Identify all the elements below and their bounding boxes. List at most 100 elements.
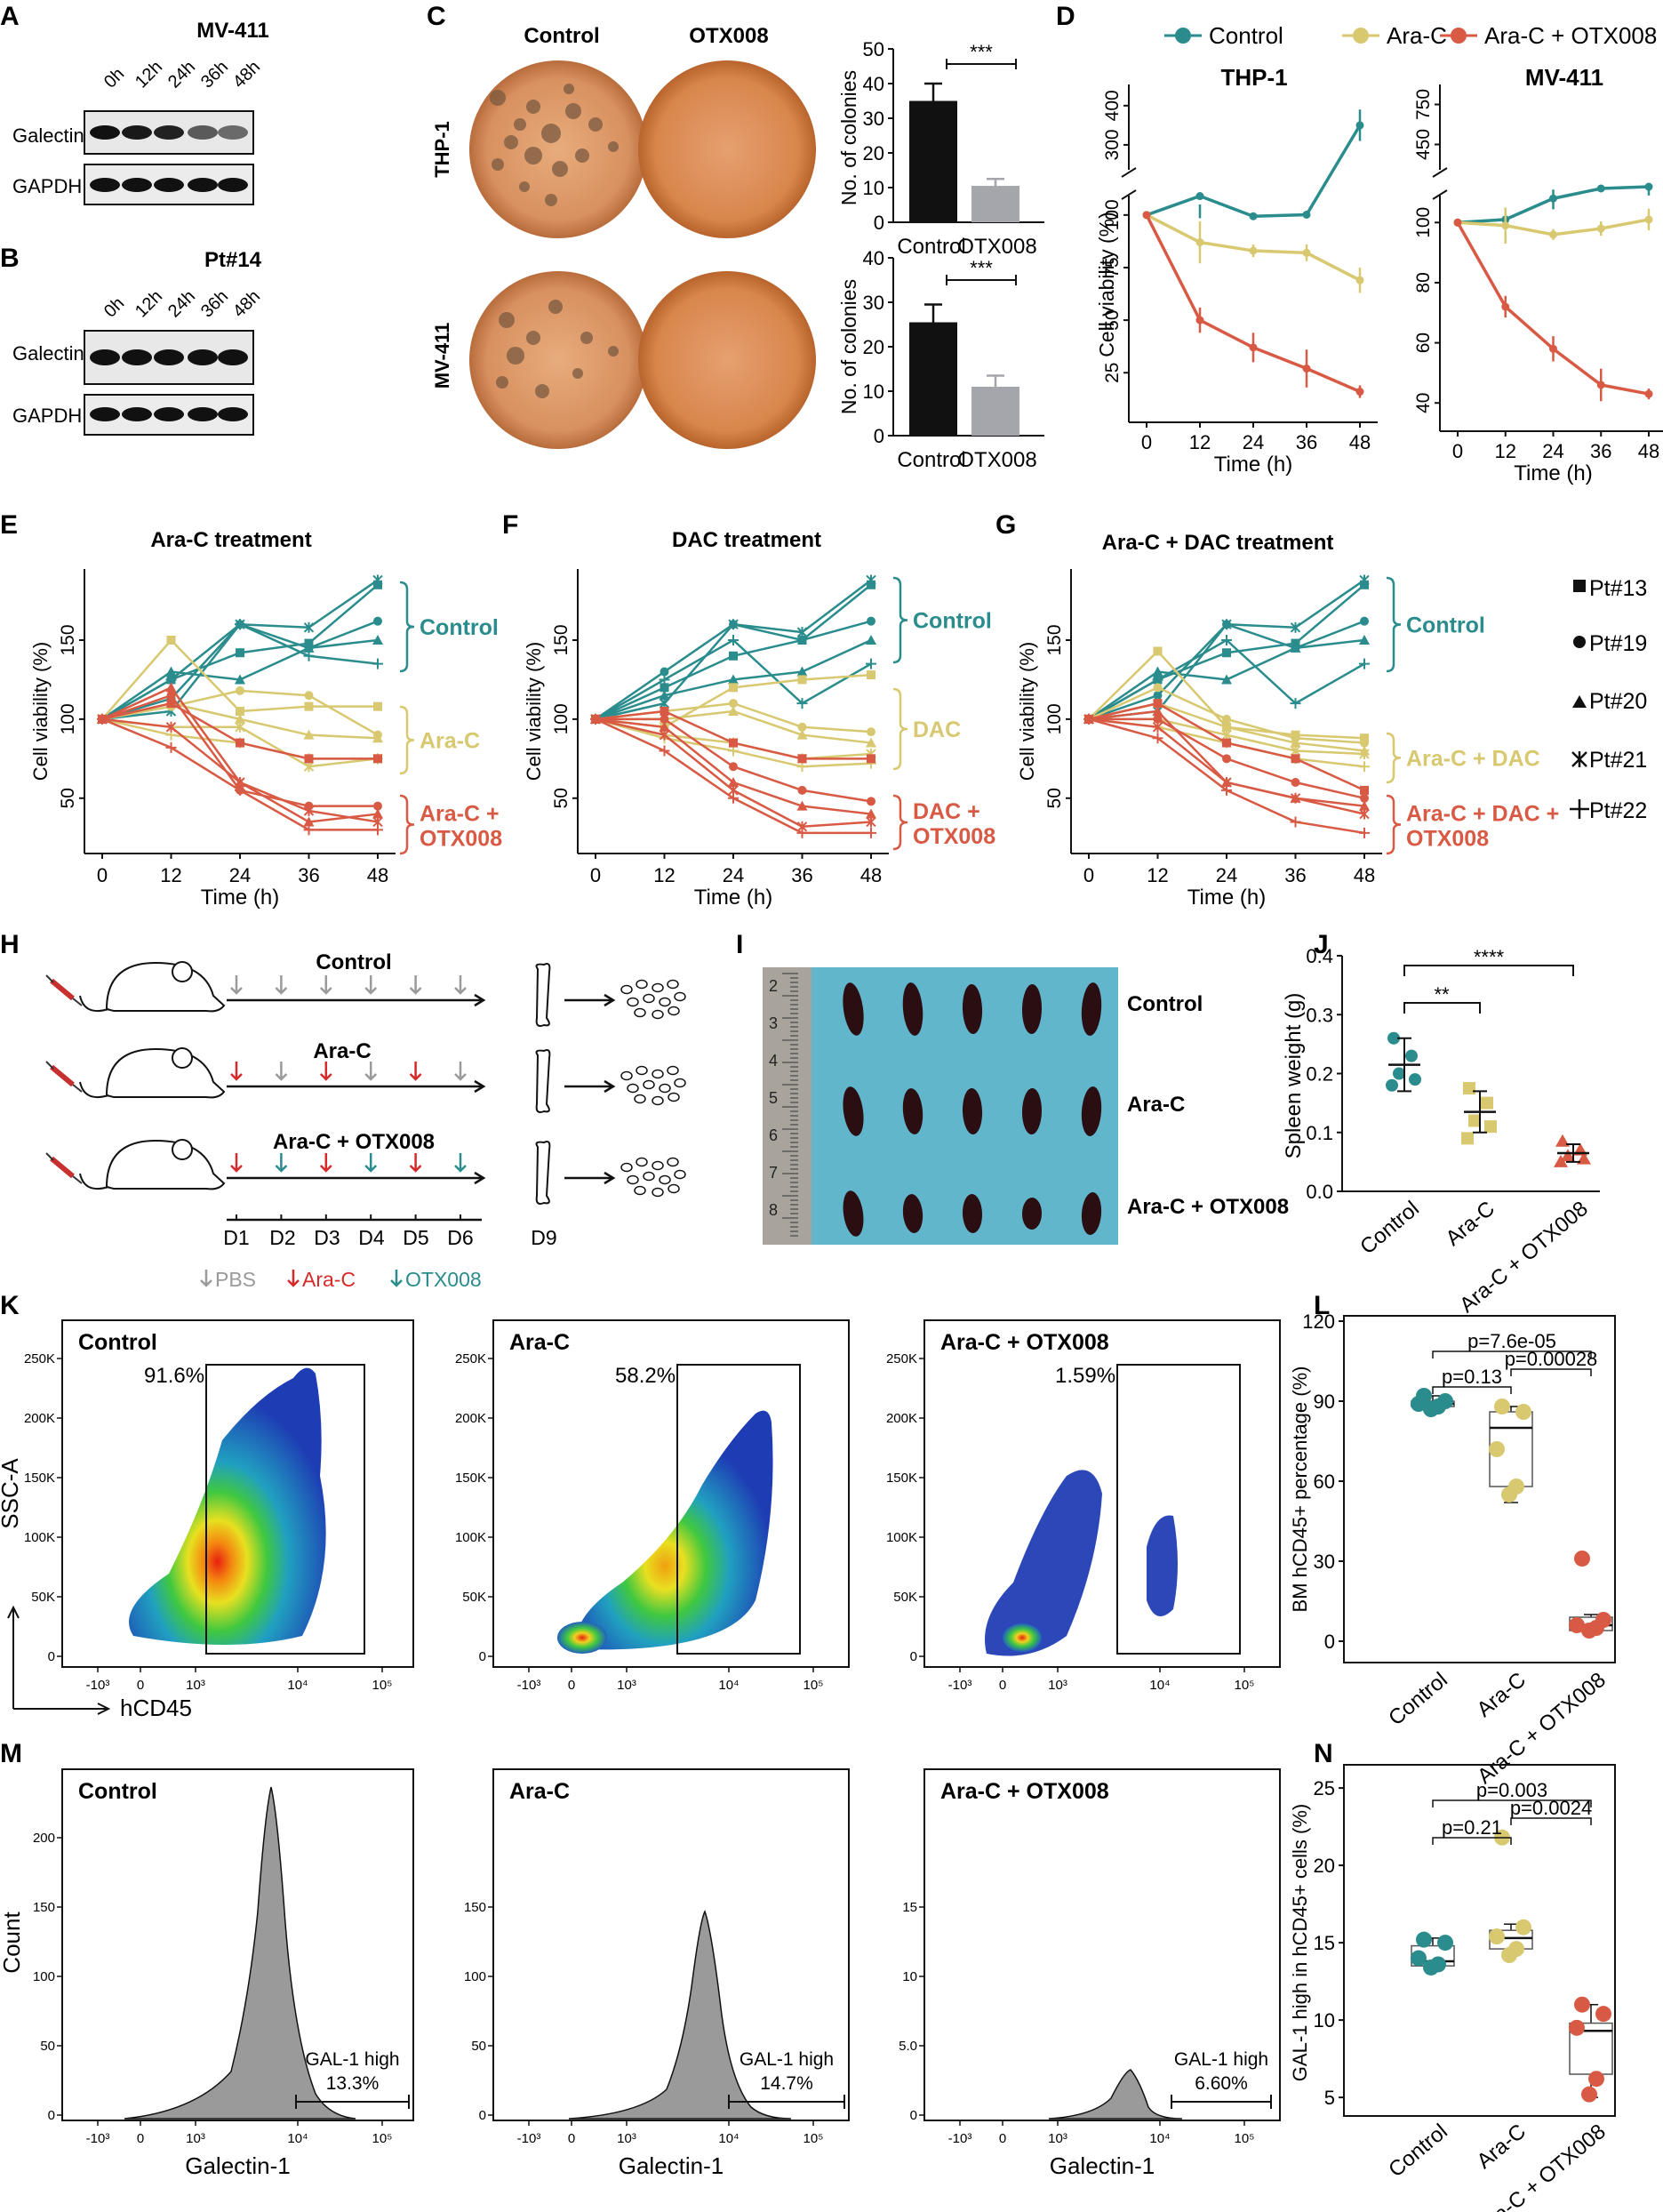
y-axis-label: GAL-1 high in hCD45+ cells (%): [1289, 1804, 1311, 2081]
y-tick-label: 30: [1314, 1551, 1335, 1573]
panel-c: C Control OTX008 THP-1 MV-411 0 10 20 30 40 5…: [427, 2, 1044, 472]
box-chart-l: 0 30 60 90 120 p=7.6e-05 p=0.13p=0.00028 Contro…: [1289, 1310, 1616, 1789]
histograms-m: Control-10³ 0 10³ 10⁴ 10⁵050100150200Galecti…: [0, 1768, 1281, 2179]
pval-label: p=0.0024: [1510, 1797, 1592, 1819]
colony: [541, 124, 561, 143]
y-tick-label: 300: [1102, 129, 1123, 160]
dish-thp1-otx008: [638, 60, 816, 238]
y-tick-label: 15: [1314, 1932, 1335, 1954]
marker-circle: [1222, 754, 1231, 764]
legend-arac: Ara-C: [1387, 22, 1447, 49]
data-point-combo: [1501, 302, 1510, 311]
marker-square: [166, 699, 176, 709]
x-tick-label: 10⁵: [1235, 1678, 1255, 1693]
data-point-control: [1195, 192, 1204, 201]
y-tick-label: 40: [863, 73, 884, 95]
marker-triangle: [866, 808, 876, 819]
y-tick-label: 100: [58, 703, 78, 734]
day-label: D3: [314, 1226, 340, 1249]
marker-triangle: [1221, 674, 1232, 685]
pval-label: p=0.21: [1442, 1816, 1502, 1839]
marker-plus: [1290, 816, 1301, 828]
panel-m: M Control-10³ 0 10³ 10⁴ 10⁵050100150200Galec…: [0, 1739, 1281, 2179]
spleen-photo: [763, 967, 1118, 1245]
y-tick-label: 100: [1413, 207, 1434, 238]
panel-a-title: MV-411: [196, 19, 268, 43]
cell-icon: [674, 1078, 686, 1088]
marker-circle: [1222, 714, 1231, 724]
data-point-arac: [1355, 276, 1364, 285]
y-tick-label: 400: [1102, 90, 1123, 121]
marker-triangle: [728, 706, 739, 716]
blot-band: [90, 178, 120, 192]
legend-combo: Ara-C + OTX008: [1484, 22, 1657, 49]
x-axis-label: Galectin-1: [1050, 2152, 1155, 2179]
marker-asterisk: [1359, 574, 1370, 586]
cell-icon: [643, 993, 655, 1004]
data-point-combo: [1596, 381, 1605, 389]
y-tick-label: 200K: [886, 1411, 917, 1426]
dose-arrow: [364, 975, 378, 995]
y-tick-label: 0.1: [1306, 1122, 1333, 1144]
panel-i: I 2 3 4 5 6 7 8 Control Ara-C Ara-C + OTX008: [736, 930, 1289, 1245]
group-brace: [399, 705, 415, 775]
x-tick-label: 10⁵: [1235, 2131, 1255, 2146]
y-tick-label: 0.4: [1306, 945, 1333, 967]
marker-plus: [728, 792, 739, 804]
y-tick-label: 200K: [455, 1411, 486, 1426]
marker-asterisk: [303, 805, 315, 816]
marker-triangle: [796, 666, 808, 677]
time-label: 48h: [229, 57, 264, 92]
colony: [496, 376, 508, 389]
syringe-icon: [50, 1064, 75, 1087]
group-brace: [399, 794, 415, 855]
data-point-arac: [1549, 230, 1557, 239]
marker-circle: [1153, 683, 1163, 693]
x-tick-label: 0: [1083, 864, 1094, 886]
y-tick-label: 0.0: [1306, 1181, 1333, 1203]
dish-thp1-control: [469, 60, 647, 238]
x-tick-label: 48: [1638, 440, 1659, 462]
panel-a-times: 0h 12h 24h 36h 48h: [100, 57, 264, 92]
dish-mv411-otx008: [638, 271, 816, 449]
marker-circle: [867, 797, 875, 806]
gate-value: 6.60%: [1195, 2073, 1248, 2094]
col-label-control: Control: [524, 24, 599, 48]
y-axis-label: SSC-A: [0, 1458, 23, 1529]
photo-row-combo: Ara-C + OTX008: [1127, 1195, 1289, 1219]
data-point-combo: [1453, 218, 1462, 227]
colony: [588, 117, 603, 132]
marker-circle: [1153, 714, 1163, 724]
data-point: [1501, 1947, 1517, 1964]
marker-triangle: [372, 635, 383, 645]
y-tick-label: 10: [902, 1969, 917, 1984]
blot-band: [90, 125, 120, 140]
spleen: [902, 982, 923, 1036]
harvest-arrow-head: [604, 1079, 616, 1094]
colony: [504, 135, 518, 149]
y-tick-label: 0: [910, 1649, 917, 1664]
dose-arrow: [454, 1062, 467, 1081]
colony: [548, 300, 563, 314]
data-point: [1423, 1959, 1439, 1976]
time-label: 36h: [197, 57, 232, 92]
y-tick-label: 0: [48, 2108, 55, 2123]
x-tick-label: 36: [1590, 440, 1611, 462]
x-tick-label: 10⁴: [718, 2131, 739, 2146]
y-axis-label: Count: [0, 1911, 25, 1974]
marker-circle: [867, 727, 875, 737]
line-chart-mv411: 40 60 80 100 450 750 0 12 24 36 48 Time (h): [1413, 84, 1663, 485]
legend-marker-combo: [1451, 28, 1467, 44]
legend-control: Control: [1209, 22, 1283, 49]
gate-label: GAL-1 high: [740, 2049, 834, 2070]
marker-plus: [1083, 713, 1094, 725]
dose-arrow: [454, 1153, 467, 1173]
x-tick-label: 0: [999, 2131, 1006, 2146]
hist-frame: [923, 1768, 1281, 2121]
marker-circle: [729, 699, 738, 709]
marker-plus: [659, 674, 670, 685]
mouse-tail: [79, 995, 109, 1013]
dose-arrow: [319, 1062, 332, 1081]
marker-asterisk: [165, 721, 177, 733]
marker-asterisk: [866, 574, 876, 586]
